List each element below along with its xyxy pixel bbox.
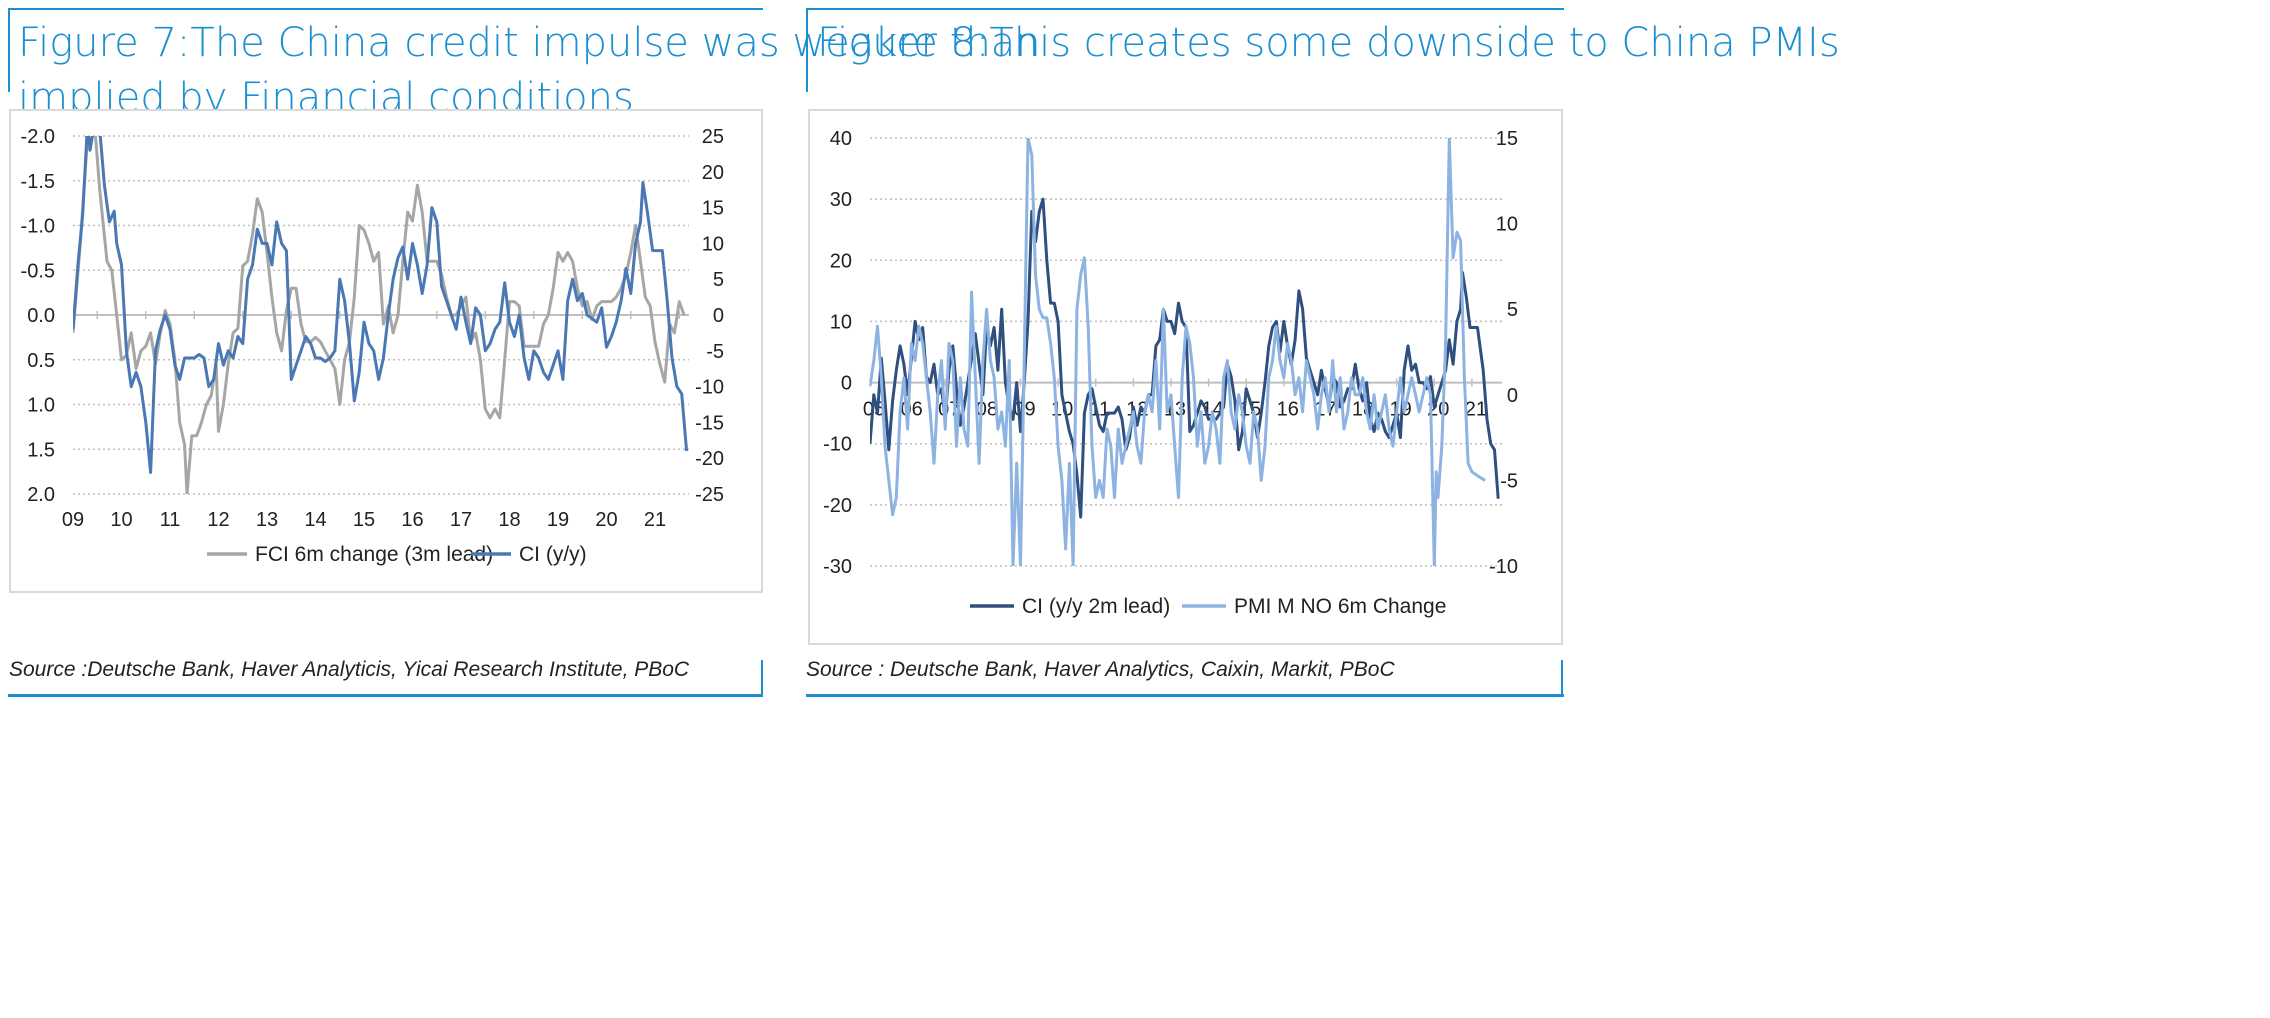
- left-axis-tick-label: -10: [823, 434, 852, 456]
- left-axis-tick-label: -20: [823, 495, 852, 517]
- x-axis-tick-label: 13: [256, 509, 278, 531]
- left-axis-tick-label: 0: [841, 373, 852, 395]
- series-line-ci-y-y: [73, 136, 689, 474]
- right-axis-tick-label: 0: [713, 305, 724, 327]
- fig8-title: Figure 8:This creates some downside to C…: [817, 16, 1840, 71]
- fig7-chart: -2.0 -1.5 -1.0 -0.5 0.0 0.5 1.0 1.5 2.0 25 20 15 10 5…: [21, 126, 724, 566]
- left-axis-tick-label: 0.0: [27, 305, 55, 327]
- x-axis-tick-label: 10: [110, 509, 132, 531]
- fig8-title-line1: Figure 8:This creates some downside to C…: [817, 20, 1840, 66]
- right-axis-tick-label: 10: [702, 233, 724, 255]
- left-axis-tick-label: 10: [830, 311, 852, 333]
- right-axis-tick-label: 0: [1507, 385, 1518, 407]
- fig8-source: Source : Deutsche Bank, Haver Analytics,…: [806, 658, 1395, 681]
- left-axis-tick-label: -30: [823, 556, 852, 578]
- right-axis-tick-label: 20: [702, 162, 724, 184]
- left-axis-tick-label: 20: [830, 250, 852, 272]
- legend-label: FCI 6m change (3m lead): [255, 543, 493, 566]
- left-axis-tick-label: 1.5: [27, 439, 55, 461]
- right-axis-tick-label: -10: [695, 377, 724, 399]
- x-axis-tick-label: 11: [160, 509, 181, 531]
- left-axis-tick-label: -1.5: [21, 171, 55, 193]
- x-axis-tick-label: 09: [62, 509, 84, 531]
- x-axis-tick-label: 19: [547, 509, 569, 531]
- right-axis-tick-label: -10: [1489, 556, 1518, 578]
- fig8-bottom-rule: [806, 694, 1564, 697]
- x-axis-tick-label: 16: [1277, 399, 1299, 421]
- left-axis-tick-label: -1.0: [21, 216, 55, 238]
- series-line-fci-6m-change-3m-lead: [73, 136, 686, 494]
- left-axis-tick-label: 2.0: [27, 484, 55, 506]
- right-axis-tick-label: 15: [702, 198, 724, 220]
- left-axis-tick-label: -2.0: [21, 126, 55, 148]
- right-axis-tick-label: 5: [1507, 299, 1518, 321]
- right-axis-tick-label: -15: [695, 412, 724, 434]
- series-line-pmi-m-no-6m-change: [870, 138, 1486, 566]
- x-axis-tick-label: 17: [450, 509, 472, 531]
- x-axis-tick-label: 14: [304, 509, 326, 531]
- fig7-bottom-rule: [8, 694, 763, 697]
- fig7-left-rule: [8, 8, 10, 92]
- right-axis-tick-label: -20: [695, 448, 724, 470]
- x-axis-tick-label: 12: [207, 509, 229, 531]
- left-axis-tick-label: 30: [830, 189, 852, 211]
- right-axis-tick-label: 5: [713, 269, 724, 291]
- right-axis-tick-label: -25: [695, 484, 724, 506]
- left-axis-tick-label: 0.5: [27, 350, 55, 372]
- fig8-source-right-rule: [1561, 660, 1563, 696]
- fig7-top-rule: [8, 8, 763, 10]
- legend-label: PMI M NO 6m Change: [1234, 595, 1446, 618]
- legend-label: CI (y/y): [519, 543, 587, 566]
- fig7-chart-frame: -2.0 -1.5 -1.0 -0.5 0.0 0.5 1.0 1.5 2.0 25 20 15 10 5…: [9, 109, 763, 593]
- fig7-title: Figure 7:The China credit impulse was we…: [18, 16, 1041, 126]
- fig8-chart-frame: 40 30 20 10 0 -10 -20 -30 15 10 5 0 -5 -10 05 06 07 08 09 1…: [808, 109, 1563, 645]
- left-axis-tick-label: 40: [830, 128, 852, 150]
- left-axis-tick-label: 1.0: [27, 395, 55, 417]
- right-axis-tick-label: 25: [702, 126, 724, 148]
- legend-label: CI (y/y 2m lead): [1022, 595, 1170, 618]
- right-axis-tick-label: 15: [1496, 128, 1518, 150]
- x-axis-tick-label: 20: [595, 509, 617, 531]
- fig7-title-line1: Figure 7:The China credit impulse was we…: [18, 20, 1041, 66]
- left-axis-tick-label: -0.5: [21, 260, 55, 282]
- fig7-source: Source :Deutsche Bank, Haver Analyticis,…: [9, 658, 690, 681]
- x-axis-tick-label: 21: [1465, 399, 1487, 421]
- fig8-top-rule: [806, 8, 1564, 10]
- fig8-left-rule: [806, 8, 808, 92]
- x-axis-tick-label: 15: [353, 509, 375, 531]
- fig7-source-right-rule: [761, 660, 763, 696]
- right-axis-tick-label: 10: [1496, 214, 1518, 236]
- right-axis-tick-label: -5: [1500, 470, 1518, 492]
- x-axis-tick-label: 21: [644, 509, 666, 531]
- x-axis-tick-label: 06: [900, 399, 922, 421]
- right-axis-tick-label: -5: [706, 341, 724, 363]
- x-axis-tick-label: 16: [401, 509, 423, 531]
- x-axis-tick-label: 18: [498, 509, 520, 531]
